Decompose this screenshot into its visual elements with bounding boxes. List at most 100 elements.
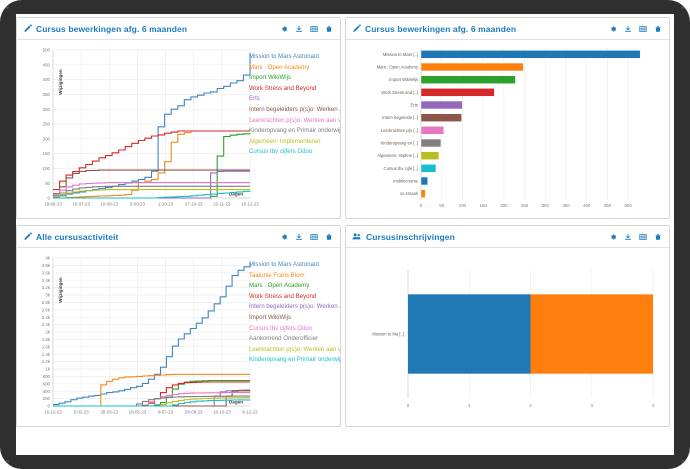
chart-text: Dagen xyxy=(229,192,243,197)
legend-item[interactable]: Leerkrachten p(s)o: Werken aan veerkrach… xyxy=(249,116,341,124)
bar[interactable] xyxy=(420,88,495,97)
chart-area: 0 50 100 150 200 250 300 350 400 450 500 Mission to… xyxy=(346,40,669,218)
gear-icon[interactable] xyxy=(609,233,617,241)
legend-item[interactable]: Cursus tbv cijfers Odoo xyxy=(249,148,313,156)
bar[interactable] xyxy=(420,113,462,122)
chart-text: Wijzigingen xyxy=(58,277,63,303)
chart-text: Kinderopvang en [..] xyxy=(381,141,418,146)
panel-toolbar xyxy=(280,25,333,33)
legend-item[interactable]: Taalunie Frans Blom xyxy=(249,271,305,279)
chart-text: 28-08-23 xyxy=(185,410,203,415)
chart-text: 22-11-23 xyxy=(213,202,231,207)
chart-text: 1.8k xyxy=(42,337,51,342)
chart-text: 200 xyxy=(43,396,51,401)
pencil-icon xyxy=(23,24,32,33)
legend-item[interactable]: Work Stress and Beyond xyxy=(249,292,317,300)
table-icon[interactable] xyxy=(639,25,647,33)
bar[interactable] xyxy=(420,138,442,148)
legend-item[interactable]: Erts xyxy=(249,95,260,103)
chart-text: mobilecourse xyxy=(393,179,419,184)
bar[interactable] xyxy=(420,126,444,135)
series-line xyxy=(53,399,251,407)
download-icon[interactable] xyxy=(624,233,632,241)
legend-item[interactable]: Cursus tbv cijfers Odoo xyxy=(249,324,313,332)
chart-text: 0 xyxy=(48,196,51,201)
bar[interactable] xyxy=(420,151,440,160)
panel-header: Alle cursusactiviteit xyxy=(17,226,340,248)
gear-icon[interactable] xyxy=(280,233,288,241)
bar[interactable] xyxy=(420,62,524,72)
chart-text: 400 xyxy=(43,77,51,82)
legend-item[interactable]: Import WikiWijs xyxy=(249,313,291,321)
trash-icon[interactable] xyxy=(325,233,333,241)
chart-text: 1.2k xyxy=(42,359,51,364)
legend-item[interactable]: Leerkrachten p(s)o: Werken aan veerkrach… xyxy=(249,345,341,353)
series-line xyxy=(53,52,251,198)
download-icon[interactable] xyxy=(295,233,303,241)
chart-text: 16-12-22 xyxy=(44,410,62,415)
chart-text: 1-10-23 xyxy=(158,202,174,207)
chart-text: 0 xyxy=(48,404,51,409)
bar[interactable] xyxy=(420,164,437,173)
chart-text: 18-05-23 xyxy=(129,410,147,415)
bar[interactable] xyxy=(420,189,426,198)
bar[interactable] xyxy=(420,75,516,84)
legend-item[interactable]: Aankomend Onderofficier xyxy=(249,335,318,343)
table-icon[interactable] xyxy=(310,233,318,241)
bar-segment[interactable] xyxy=(408,294,531,374)
users-icon xyxy=(352,232,362,241)
legend-item[interactable]: Mission to Mars Astronaut xyxy=(249,261,320,268)
legend-item[interactable]: Mars : Open Academy xyxy=(249,282,310,290)
legend-item[interactable]: Algemeen: Implementeren xyxy=(249,137,321,145)
trash-icon[interactable] xyxy=(325,25,333,33)
bezel-screw xyxy=(681,6,684,9)
chart-text: 250 xyxy=(43,122,51,127)
panel-course-edits-6m-line: Cursus bewerkingen afg. 6 maanden xyxy=(16,17,341,219)
chart-text: 8-07-23 xyxy=(158,410,174,415)
panel-toolbar xyxy=(280,233,333,241)
gear-icon[interactable] xyxy=(609,25,617,33)
series-line xyxy=(53,169,250,195)
chart-text: 350 xyxy=(562,203,570,208)
trash-icon[interactable] xyxy=(654,25,662,33)
bezel-screw xyxy=(6,6,9,9)
gear-icon[interactable] xyxy=(280,25,288,33)
chart-text: 18-10-23 xyxy=(213,410,231,415)
bar[interactable] xyxy=(420,50,641,59)
panel-course-edits-6m-bar: Cursus bewerkingen afg. 6 maanden xyxy=(345,17,670,219)
chart-text: 150 xyxy=(43,151,51,156)
download-icon[interactable] xyxy=(624,25,632,33)
legend-item[interactable]: Mission to Mars Astronaut xyxy=(249,53,320,60)
bar[interactable] xyxy=(420,100,463,110)
download-icon[interactable] xyxy=(295,25,303,33)
legend-item[interactable]: Work Stress and Beyond xyxy=(249,84,317,92)
chart-legend: Mission to Mars Astronaut Mars : Open Aca… xyxy=(249,52,341,158)
legend-item[interactable]: Mars : Open Academy xyxy=(249,63,310,71)
chart-text: 2.4k xyxy=(42,315,51,320)
legend-item[interactable]: Kinderopvang en Primair onderwijs xyxy=(249,127,341,135)
chart-text: 2.8k xyxy=(42,300,51,305)
chart-text: Mission to Mars [..] xyxy=(383,52,418,57)
panel-header: Cursus bewerkingen afg. 6 maanden xyxy=(17,18,340,40)
bar[interactable] xyxy=(420,176,428,186)
trash-icon[interactable] xyxy=(654,233,662,241)
chart-text: 3k xyxy=(45,293,50,298)
chart-text: 100 xyxy=(459,203,467,208)
chart-text: 8-12-23 xyxy=(242,410,258,415)
table-icon[interactable] xyxy=(639,233,647,241)
legend-item[interactable]: Intern begeleiders p(s)o: Werken aan vee… xyxy=(249,303,340,311)
series-line xyxy=(53,190,251,199)
bar-segment[interactable] xyxy=(530,294,654,374)
legend-item[interactable]: Intern begeleiders p(s)o: Werken aan vee… xyxy=(249,105,340,113)
legend-item[interactable]: Kinderopvang en Primair onderwijs xyxy=(249,356,341,364)
chart-text: Erts xyxy=(411,103,418,108)
legend-item[interactable]: Import WikiWijs xyxy=(249,74,291,82)
chart-text: 2.6k xyxy=(42,307,51,312)
chart-text: 450 xyxy=(604,203,612,208)
bar-chart-svg: 0 50 100 150 200 250 300 350 400 450 500 Mission to… xyxy=(377,48,641,208)
chart-legend: Mission to Mars Astronaut Taalunie Frans … xyxy=(249,260,341,366)
table-icon[interactable] xyxy=(310,25,318,33)
chart-text: 3.4k xyxy=(42,278,51,283)
chart-text: 800 xyxy=(43,374,51,379)
